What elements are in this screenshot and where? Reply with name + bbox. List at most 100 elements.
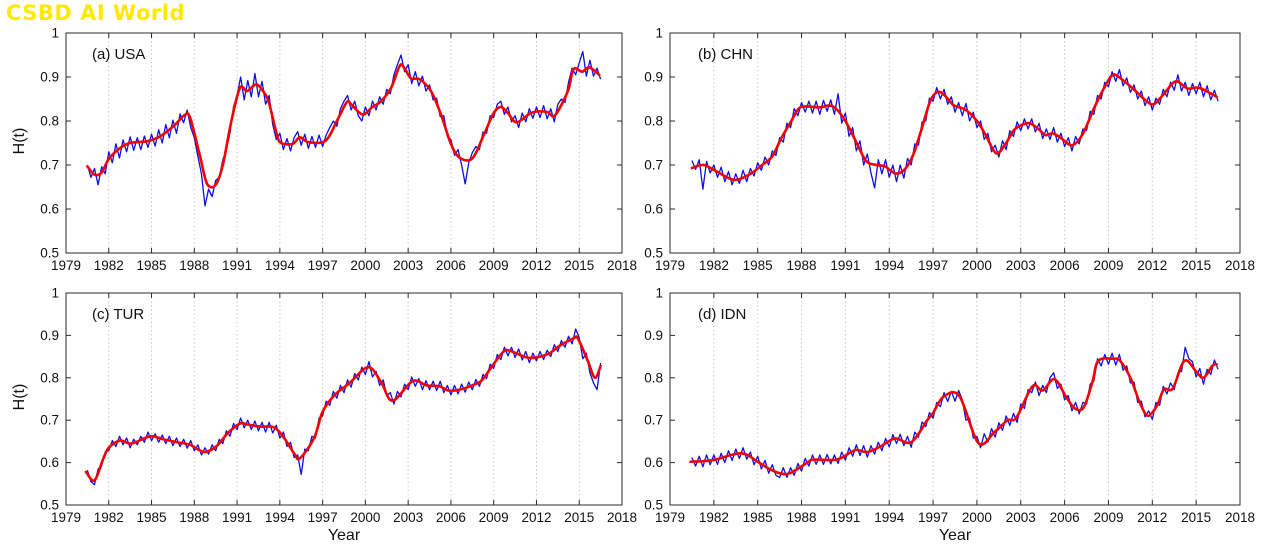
x-tick-label: 1991 (830, 258, 860, 273)
panel-a-title: (a) USA (92, 46, 146, 63)
x-tick-label: 1988 (787, 258, 817, 273)
y-tick-label: 0.9 (644, 70, 663, 85)
x-tick-label: 1985 (137, 510, 167, 525)
x-tick-label: 2000 (962, 510, 992, 525)
x-tick-label: 1982 (699, 258, 729, 273)
x-tick-label: 2018 (607, 510, 637, 525)
y-tick-label: 0.8 (644, 370, 663, 385)
y-tick-label: 0.5 (40, 498, 59, 513)
y-tick-label: 0.6 (40, 202, 59, 217)
axes-box (65, 292, 623, 506)
x-tick-label: 2003 (1006, 510, 1036, 525)
series-raw-IDN (691, 346, 1219, 479)
y-tick-label: 0.7 (40, 413, 59, 428)
y-tick-label: 1 (51, 26, 59, 41)
panel-c-title: (c) TUR (92, 306, 145, 323)
x-axis-label-left: Year (327, 527, 361, 544)
y-tick-label: 1 (51, 286, 59, 301)
x-tick-label: 1988 (179, 258, 209, 273)
x-tick-label: 2018 (1225, 510, 1255, 525)
y-tick-label: 0.9 (40, 70, 59, 85)
y-tick-label: 0.7 (644, 158, 663, 173)
x-tick-label: 2006 (436, 258, 466, 273)
y-tick-label: 0.8 (40, 114, 59, 129)
x-tick-label: 2000 (350, 258, 380, 273)
y-tick-label: 0.5 (40, 246, 59, 261)
x-tick-label: 2012 (521, 510, 551, 525)
series-smooth-CHN (690, 73, 1218, 182)
y-tick-label: 0.9 (40, 328, 59, 343)
x-tick-label: 2018 (1225, 258, 1255, 273)
x-tick-label: 2009 (479, 258, 509, 273)
y-axis-label-bottom: H(t) (11, 383, 28, 411)
x-tick-label: 1979 (51, 258, 81, 273)
y-tick-label: 0.9 (644, 328, 663, 343)
panel-b-title: (b) CHN (698, 46, 753, 63)
y-axis-label-top: H(t) (11, 127, 28, 155)
watermark: CSBD AI World (6, 1, 185, 25)
x-tick-label: 2009 (1093, 258, 1123, 273)
x-tick-label: 2012 (1137, 510, 1167, 525)
axes-box (669, 292, 1241, 506)
x-tick-label: 2015 (564, 258, 594, 273)
y-tick-label: 0.7 (40, 158, 59, 173)
y-tick-label: 1 (655, 26, 663, 41)
y-tick-label: 0.8 (40, 370, 59, 385)
axes-box (669, 32, 1241, 254)
x-tick-label: 1994 (874, 258, 905, 273)
y-tick-label: 0.8 (644, 114, 663, 129)
x-tick-label: 1997 (918, 510, 948, 525)
x-tick-label: 2009 (479, 510, 509, 525)
y-tick-label: 0.7 (644, 413, 663, 428)
series-smooth-IDN (689, 357, 1218, 476)
x-tick-label: 1985 (743, 258, 773, 273)
x-tick-label: 1985 (137, 258, 167, 273)
panel-d-title: (d) IDN (698, 306, 747, 323)
y-tick-label: 0.6 (644, 455, 663, 470)
x-tick-label: 2000 (962, 258, 992, 273)
series-raw-CHN (691, 68, 1219, 190)
x-tick-label: 1997 (308, 258, 338, 273)
x-tick-label: 2006 (1050, 258, 1080, 273)
x-tick-label: 2000 (350, 510, 380, 525)
x-tick-label: 1982 (94, 258, 124, 273)
x-tick-label: 1979 (51, 510, 81, 525)
x-tick-label: 1997 (918, 258, 948, 273)
panel-d-plot: 1979 1982 1985 1988 1991 1994 1997 2000 2003 2006… (644, 286, 1255, 526)
panel-c-plot: 1979 1982 1985 1988 1991 1994 1997 2000 2003 2006… (40, 286, 637, 526)
x-tick-label: 1994 (265, 510, 296, 525)
x-tick-label: 1988 (787, 510, 817, 525)
x-tick-label: 1982 (699, 510, 729, 525)
x-tick-label: 2018 (607, 258, 637, 273)
x-tick-label: 1994 (874, 510, 905, 525)
y-tick-label: 0.5 (644, 498, 663, 513)
x-tick-label: 1997 (308, 510, 338, 525)
x-tick-label: 1982 (94, 510, 124, 525)
y-tick-label: 0.5 (644, 246, 663, 261)
axes-box (65, 32, 623, 254)
x-tick-label: 2006 (436, 510, 466, 525)
x-tick-label: 1988 (179, 510, 209, 525)
x-tick-label: 1991 (830, 510, 860, 525)
series-raw-USA (86, 50, 602, 207)
panel-b-plot: 1979 1982 1985 1988 1991 1994 1997 2000 2003 2006… (644, 26, 1255, 274)
x-tick-label: 1991 (222, 258, 252, 273)
x-tick-label: 1994 (265, 258, 296, 273)
x-tick-label: 1991 (222, 510, 252, 525)
x-tick-label: 2015 (564, 510, 594, 525)
series-raw-TUR (86, 328, 602, 486)
x-tick-label: 1979 (655, 258, 685, 273)
x-tick-label: 2015 (1181, 258, 1211, 273)
x-tick-label: 1985 (743, 510, 773, 525)
x-tick-label: 2003 (1006, 258, 1036, 273)
x-tick-label: 2015 (1181, 510, 1211, 525)
x-axis-label-right: Year (938, 527, 972, 544)
x-tick-label: 2006 (1050, 510, 1080, 525)
panel-a-plot: 1979 1982 1985 1988 1991 1994 1997 2000 2003 2006… (40, 26, 637, 274)
x-tick-label: 1979 (655, 510, 685, 525)
x-tick-label: 2012 (1137, 258, 1167, 273)
y-tick-label: 0.6 (40, 455, 59, 470)
y-tick-label: 1 (655, 286, 663, 301)
